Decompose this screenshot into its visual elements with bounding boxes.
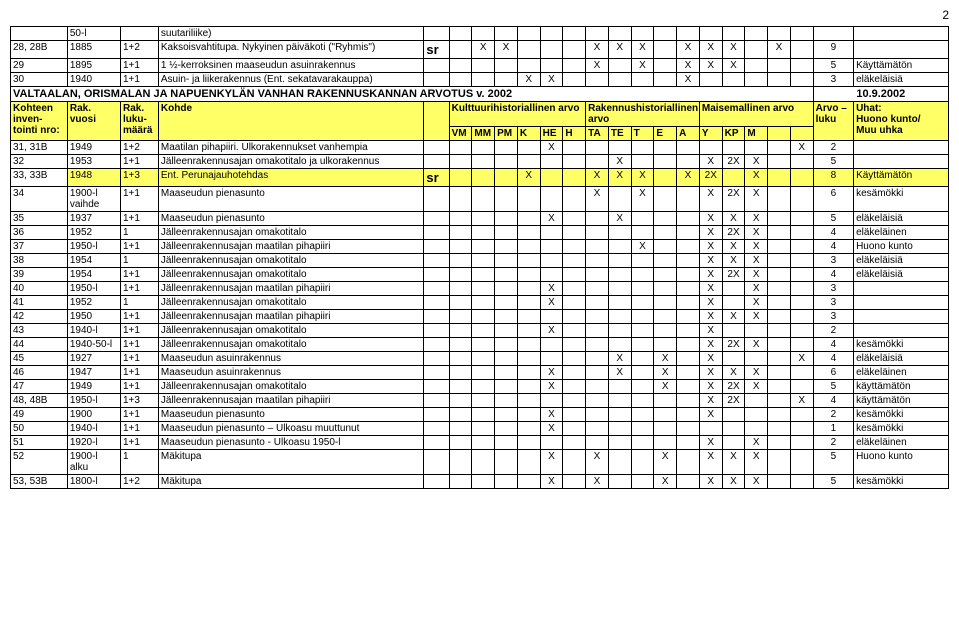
table-row: 431940-l1+1Jälleenrakennusajan omakotita… bbox=[11, 324, 949, 338]
table-row: 48, 48B1950-l1+3Jälleenrakennusajan maat… bbox=[11, 394, 949, 408]
data-rows: 31, 31B19491+2Maatilan pihapiiri. Ulkora… bbox=[11, 141, 949, 489]
table-row: 4119521Jälleenrakennusajan omakotitaloXX… bbox=[11, 296, 949, 310]
table-row: 4919001+1Maaseudun pienasuntoXX2kesämökk… bbox=[11, 408, 949, 422]
table-row: 4219501+1Jälleenrakennusajan maatilan pi… bbox=[11, 310, 949, 324]
header-row-1: Kohteen inven-tointi nro:Rak. vuosiRak. … bbox=[11, 102, 949, 127]
table-row: 3619521Jälleenrakennusajan omakotitaloX2… bbox=[11, 226, 949, 240]
table-row: 511920-l1+1Maaseudun pienasunto - Ulkoas… bbox=[11, 436, 949, 450]
table-row: 2918951+11 ½-kerroksinen maaseudun asuin… bbox=[11, 59, 949, 73]
top-rows: 50-lsuutariliike)28, 28B18851+2Kaksoisva… bbox=[11, 27, 949, 87]
table-row: 3819541Jälleenrakennusajan omakotitaloXX… bbox=[11, 254, 949, 268]
table-row: 50-lsuutariliike) bbox=[11, 27, 949, 41]
table-row: 53, 53B1800-l1+2MäkitupaXXXXXX5kesämökki bbox=[11, 475, 949, 489]
page-number: 2 bbox=[10, 8, 949, 22]
table-row: 3219531+1Jälleenrakennusajan omakotitalo… bbox=[11, 155, 949, 169]
title-row: VALTAALAN, ORISMALAN JA NAPUENKYLÄN VANH… bbox=[11, 87, 949, 102]
table-row: 33, 33B19481+3Ent. PerunajauhotehdassrXX… bbox=[11, 169, 949, 187]
table-row: 501940-l1+1Maaseudun pienasunto – Ulkoas… bbox=[11, 422, 949, 436]
table-row: 341900-l vaihde1+1Maaseudun pienasuntoXX… bbox=[11, 187, 949, 212]
table-row: 401950-l1+1Jälleenrakennusajan maatilan … bbox=[11, 282, 949, 296]
table-row: 31, 31B19491+2Maatilan pihapiiri. Ulkora… bbox=[11, 141, 949, 155]
title-text: VALTAALAN, ORISMALAN JA NAPUENKYLÄN VANH… bbox=[11, 87, 814, 102]
table-row: 441940-50-l1+1Jälleenrakennusajan omakot… bbox=[11, 338, 949, 352]
table-row: 4719491+1Jälleenrakennusajan omakotitalo… bbox=[11, 380, 949, 394]
table-row: 4519271+1Maaseudun asuinrakennusXXXX4elä… bbox=[11, 352, 949, 366]
table-row: 3019401+1Asuin- ja liikerakennus (Ent. s… bbox=[11, 73, 949, 87]
table-row: 521900-l alku1MäkitupaXXXXXX5Huono kunto bbox=[11, 450, 949, 475]
table-row: 28, 28B18851+2Kaksoisvahtitupa. Nykyinen… bbox=[11, 41, 949, 59]
header-rows: Kohteen inven-tointi nro:Rak. vuosiRak. … bbox=[11, 102, 949, 141]
table-row: 371950-l1+1Jälleenrakennusajan maatilan … bbox=[11, 240, 949, 254]
title-date: 10.9.2002 bbox=[813, 87, 948, 102]
table-row: 3919541+1Jälleenrakennusajan omakotitalo… bbox=[11, 268, 949, 282]
main-table: 50-lsuutariliike)28, 28B18851+2Kaksoisva… bbox=[10, 26, 949, 489]
table-row: 4619471+1Maaseudun asuinrakennusXXXXXX6e… bbox=[11, 366, 949, 380]
page: 2 50-lsuutariliike)28, 28B18851+2Kaksois… bbox=[0, 0, 959, 497]
table-row: 3519371+1Maaseudun pienasuntoXXXXX5eläke… bbox=[11, 212, 949, 226]
